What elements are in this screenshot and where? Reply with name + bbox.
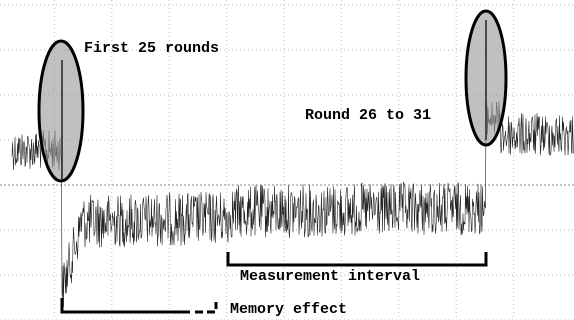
annotation: Round 26 to 31 <box>305 107 431 124</box>
highlight-ellipse <box>39 41 83 181</box>
annotation: Memory effect <box>230 301 347 318</box>
scope-screenshot: First 25 rounds Round 26 to 31 Measureme… <box>0 0 574 320</box>
annotation: First 25 rounds <box>84 40 219 57</box>
annotation: Measurement interval <box>240 268 420 285</box>
